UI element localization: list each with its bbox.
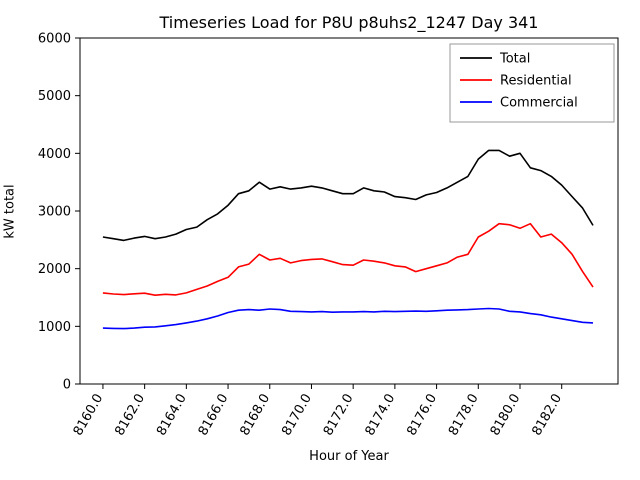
y-tick-label: 0 <box>63 378 71 393</box>
legend-label-total: Total <box>499 52 530 67</box>
x-tick-label: 8168.0 <box>237 392 273 439</box>
y-tick-label: 5000 <box>38 89 71 104</box>
legend-label-commercial: Commercial <box>500 96 578 111</box>
x-axis-label: Hour of Year <box>309 449 389 464</box>
x-tick-label: 8164.0 <box>154 392 190 439</box>
x-tick-label: 8160.0 <box>71 392 107 439</box>
x-tick-label: 8170.0 <box>279 392 315 439</box>
x-tick-label: 8166.0 <box>196 392 232 439</box>
series-line-residential <box>102 222 594 297</box>
x-tick-label: 8178.0 <box>446 392 482 439</box>
x-tick-label: 8162.0 <box>112 392 148 439</box>
x-tick-label: 8172.0 <box>321 392 357 439</box>
series-line-commercial <box>102 307 594 330</box>
y-tick-label: 4000 <box>38 147 71 162</box>
y-tick-label: 3000 <box>38 205 71 220</box>
y-tick-label: 2000 <box>38 262 71 277</box>
legend-label-residential: Residential <box>500 74 572 89</box>
x-tick-label: 8174.0 <box>363 392 399 439</box>
series-line-total <box>102 149 594 242</box>
x-tick-label: 8182.0 <box>529 392 565 439</box>
legend-box <box>449 43 615 123</box>
chart-title: Timeseries Load for P8U p8uhs2_1247 Day … <box>159 13 539 32</box>
x-tick-label: 8180.0 <box>488 392 524 439</box>
y-tick-label: 6000 <box>38 32 71 47</box>
y-tick-label: 1000 <box>38 320 71 335</box>
x-tick-label: 8176.0 <box>404 392 440 439</box>
